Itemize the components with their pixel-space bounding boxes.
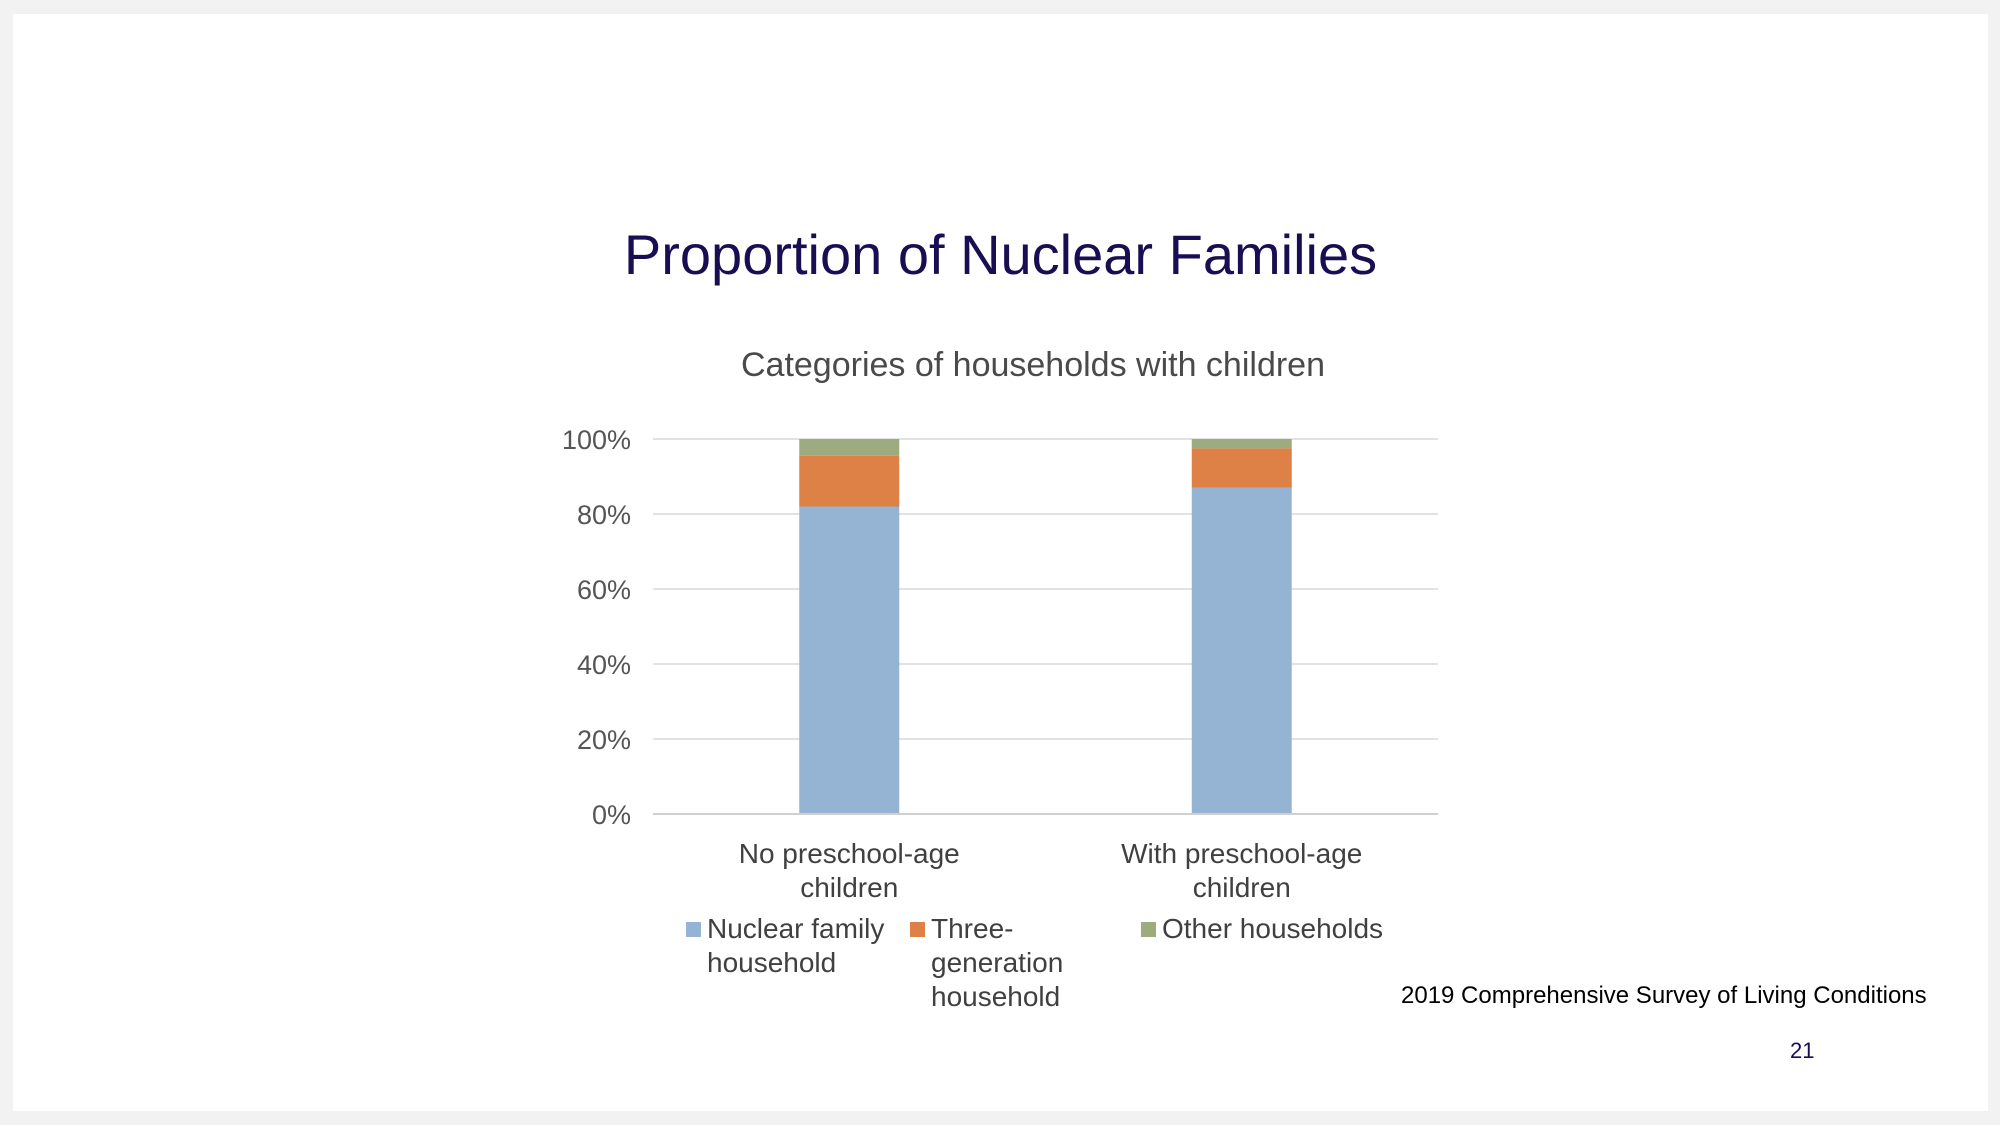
- legend: Nuclear family household Three-generation h…: [686, 913, 1383, 1012]
- bar-segment: [799, 439, 900, 456]
- legend-swatch: [1141, 922, 1156, 937]
- x-axis-categories: No preschool-age children With preschool-a…: [739, 838, 1363, 903]
- y-tick-label: 80%: [577, 500, 631, 530]
- y-tick-label: 60%: [577, 575, 631, 605]
- legend-label: Nuclear family household: [707, 913, 884, 978]
- x-category-label: With preschool-age children: [1121, 838, 1362, 903]
- chart-title: Categories of households with children: [741, 346, 1325, 384]
- slide: Proportion of Nuclear Families Categorie…: [13, 14, 1988, 1111]
- bar-segment: [799, 455, 900, 507]
- bar-segment: [799, 506, 900, 814]
- y-tick-label: 0%: [592, 800, 631, 830]
- gridlines: [653, 438, 1438, 740]
- bar-segment: [1191, 439, 1292, 449]
- bar-segment: [1191, 487, 1292, 814]
- legend-swatch: [910, 922, 925, 937]
- page-number: 21: [1790, 1038, 1815, 1063]
- legend-label: Three-generation household: [931, 913, 1063, 1012]
- y-tick-label: 40%: [577, 650, 631, 680]
- x-category-label: No preschool-age children: [739, 838, 960, 903]
- legend-label: Other households: [1162, 913, 1383, 944]
- slide-title: Proportion of Nuclear Families: [623, 223, 1378, 286]
- source-note: 2019 Comprehensive Survey of Living Cond…: [1401, 982, 1927, 1009]
- bars: [799, 439, 1292, 814]
- legend-swatch: [686, 922, 701, 937]
- y-tick-label: 20%: [577, 725, 631, 755]
- bar-segment: [1191, 448, 1292, 488]
- y-axis-ticks: 0% 20% 40% 60% 80% 100%: [562, 425, 631, 830]
- stacked-bar-chart: Categories of households with children 0…: [562, 346, 1438, 1012]
- y-tick-label: 100%: [562, 425, 631, 455]
